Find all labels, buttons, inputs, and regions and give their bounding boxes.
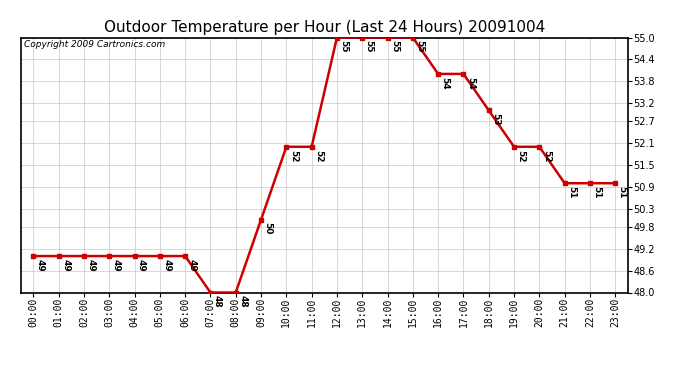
Text: 49: 49 [162, 259, 171, 272]
Title: Outdoor Temperature per Hour (Last 24 Hours) 20091004: Outdoor Temperature per Hour (Last 24 Ho… [104, 20, 545, 35]
Text: 55: 55 [339, 40, 348, 53]
Text: 49: 49 [112, 259, 121, 272]
Text: Copyright 2009 Cartronics.com: Copyright 2009 Cartronics.com [23, 40, 165, 49]
Text: 53: 53 [491, 113, 500, 126]
Text: 54: 54 [466, 77, 475, 89]
Text: 55: 55 [390, 40, 399, 53]
Text: 48: 48 [213, 295, 222, 308]
Text: 48: 48 [238, 295, 247, 308]
Text: 51: 51 [593, 186, 602, 198]
Text: 52: 52 [289, 150, 298, 162]
Text: 51: 51 [567, 186, 576, 198]
Text: 49: 49 [36, 259, 45, 272]
Text: 49: 49 [86, 259, 95, 272]
Text: 49: 49 [188, 259, 197, 272]
Text: 55: 55 [415, 40, 424, 53]
Text: 52: 52 [314, 150, 323, 162]
Text: 52: 52 [517, 150, 526, 162]
Text: 55: 55 [365, 40, 374, 53]
Text: 49: 49 [61, 259, 70, 272]
Text: 52: 52 [542, 150, 551, 162]
Text: 54: 54 [441, 77, 450, 89]
Text: 50: 50 [264, 222, 273, 235]
Text: 51: 51 [618, 186, 627, 198]
Text: 49: 49 [137, 259, 146, 272]
